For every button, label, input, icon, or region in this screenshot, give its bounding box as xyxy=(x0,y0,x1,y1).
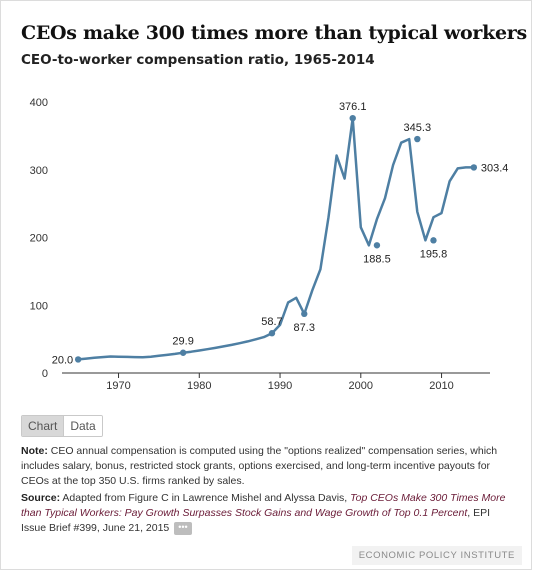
y-tick-label: 400 xyxy=(30,97,48,109)
y-tick-label: 200 xyxy=(30,233,48,245)
data-point xyxy=(268,330,276,337)
note-label: Note: xyxy=(21,445,48,457)
line-chart: 1970 1980 1990 2000 2010 0 100 200 300 400 20.0 29.… xyxy=(30,97,509,390)
tab-data[interactable]: Data xyxy=(63,416,102,436)
x-tick-label: 1990 xyxy=(268,380,292,390)
data-label: 188.5 xyxy=(363,253,391,265)
x-tick-label: 2010 xyxy=(429,380,453,390)
y-tick-label: 0 xyxy=(42,368,48,380)
data-point xyxy=(414,135,421,143)
data-label: 376.1 xyxy=(339,101,367,113)
data-label: 20.0 xyxy=(52,354,73,366)
data-label: 195.8 xyxy=(420,248,448,260)
data-point xyxy=(373,242,381,249)
x-tick-label: 1970 xyxy=(106,380,130,390)
chart-title: CEOs make 300 times more than typical wo… xyxy=(21,22,527,44)
chart-subtitle: CEO-to-worker compensation ratio, 1965-2… xyxy=(21,52,375,68)
x-tick-label: 2000 xyxy=(349,380,373,390)
chart-source: Source: Adapted from Figure C in Lawrenc… xyxy=(21,491,513,536)
view-tabs: Chart Data xyxy=(21,415,103,437)
data-point xyxy=(349,114,356,122)
data-point xyxy=(179,349,187,356)
source-text-2: , EPI Issue Brief #399, June 21, 2015 xyxy=(21,507,491,534)
data-label: 87.3 xyxy=(294,322,315,334)
data-point xyxy=(74,356,82,363)
note-text: CEO annual compensation is computed usin… xyxy=(21,445,498,487)
data-label: 303.4 xyxy=(481,162,509,174)
tab-chart[interactable]: Chart xyxy=(22,416,64,436)
y-tick-label: 100 xyxy=(30,300,48,312)
source-link[interactable]: Top CEOs Make 300 Times More than Typica… xyxy=(21,492,506,519)
data-label: 29.9 xyxy=(172,336,193,348)
more-button[interactable]: ••• xyxy=(174,521,192,535)
data-point xyxy=(301,310,308,318)
y-tick-label: 300 xyxy=(30,165,48,177)
source-text-1: Adapted from Figure C in Lawrence Mishel… xyxy=(60,492,351,504)
chart-note: Note: CEO annual compensation is compute… xyxy=(21,444,513,489)
series-line xyxy=(76,116,476,361)
data-point xyxy=(470,164,478,171)
x-tick-label: 1980 xyxy=(187,380,211,390)
data-label: 58.7 xyxy=(261,316,282,328)
brand-logo: ECONOMIC POLICY INSTITUTE xyxy=(351,546,522,565)
source-label: Source: xyxy=(21,492,61,504)
data-point xyxy=(430,237,437,244)
data-label: 345.3 xyxy=(404,122,432,134)
